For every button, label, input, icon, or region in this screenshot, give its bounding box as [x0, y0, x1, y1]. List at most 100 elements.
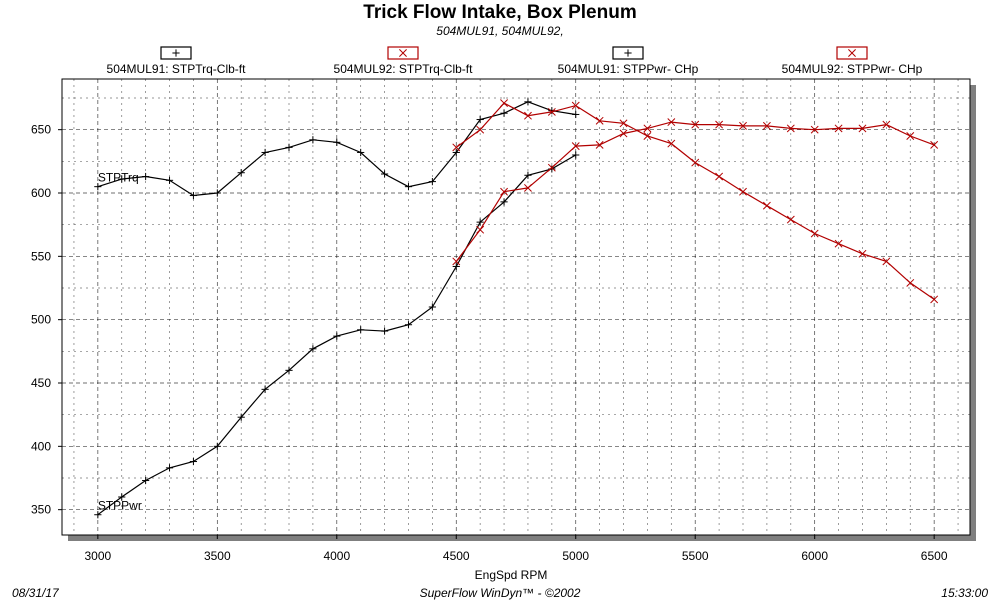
data-point: [906, 132, 915, 140]
footer-software: SuperFlow WinDyn™ - ©2002: [420, 586, 581, 600]
marker-b: [643, 132, 652, 140]
annotations: STPTrq STPPwr: [98, 171, 142, 513]
marker-b: [500, 187, 509, 196]
series-3: [452, 118, 939, 266]
legend-marker-b: [399, 49, 407, 57]
marker-b: [595, 116, 604, 125]
x-tick-label: 6500: [921, 549, 948, 563]
data-point: [906, 278, 915, 287]
marker-b: [523, 111, 532, 120]
data-point: [261, 385, 269, 393]
marker-b: [906, 132, 915, 140]
series-1: [452, 99, 939, 304]
data-point: [524, 171, 532, 179]
marker-b: [834, 239, 843, 248]
data-point: [213, 442, 221, 450]
marker-b: [762, 121, 771, 130]
y-tick-label: 500: [31, 313, 51, 327]
data-point: [309, 345, 317, 353]
marker-b: [691, 158, 700, 167]
data-point: [882, 257, 891, 266]
y-tick-label: 350: [31, 503, 51, 517]
series-0: [94, 98, 580, 200]
marker-b: [858, 124, 867, 133]
data-point: [452, 257, 461, 266]
data-point: [571, 101, 580, 110]
x-axis-label: EngSpd RPM: [475, 568, 548, 582]
series-layer: [94, 98, 939, 519]
footer-time: 15:33:00: [941, 586, 988, 600]
marker-b: [762, 201, 771, 210]
data-point: [189, 457, 198, 466]
data-point: [739, 121, 747, 130]
data-point: [858, 249, 867, 258]
data-point: [762, 121, 771, 130]
data-point: [667, 118, 676, 127]
marker-b: [476, 125, 485, 134]
x-tick-label: 4000: [323, 549, 350, 563]
marker-b: [619, 119, 628, 128]
x-tick-label: 5000: [562, 549, 589, 563]
data-point: [786, 124, 795, 133]
marker-b: [547, 107, 556, 116]
marker-b: [715, 172, 724, 181]
series-annotation: STPTrq: [98, 171, 139, 185]
data-point: [571, 142, 580, 151]
data-point: [452, 262, 460, 271]
y-tick-label: 400: [31, 439, 51, 453]
marker-b: [619, 129, 628, 138]
marker-b: [739, 121, 747, 130]
marker-b: [523, 183, 532, 192]
y-tick-label: 550: [31, 249, 51, 263]
marker-b: [691, 120, 700, 129]
data-point: [810, 229, 819, 238]
legend-item: 504MUL91: STPTrq-Clb-ft: [107, 46, 247, 76]
data-point: [595, 116, 604, 125]
data-point: [524, 98, 532, 106]
data-point: [428, 303, 436, 311]
legend-item: 504MUL92: STPTrq-Clb-ft: [334, 46, 473, 76]
marker-b: [667, 118, 676, 127]
data-point: [285, 143, 293, 151]
data-point: [213, 189, 221, 197]
data-point: [619, 129, 628, 138]
grid: [62, 79, 970, 535]
data-point: [858, 124, 867, 133]
data-point: [715, 120, 724, 129]
data-point: [619, 119, 628, 128]
marker-b: [739, 187, 747, 196]
data-point: [500, 187, 509, 196]
data-point: [476, 125, 485, 134]
data-point: [333, 138, 341, 146]
data-point: [333, 332, 341, 340]
chart-title: Trick Flow Intake, Box Plenum: [363, 2, 636, 23]
data-point: [786, 215, 795, 224]
data-point: [189, 191, 198, 200]
data-point: [285, 366, 293, 374]
marker-b: [834, 124, 843, 133]
data-point: [380, 327, 389, 335]
data-point: [500, 99, 509, 108]
data-point: [357, 148, 365, 157]
data-point: [547, 163, 556, 172]
data-point: [452, 148, 460, 157]
data-point: [834, 239, 843, 248]
data-point: [237, 169, 245, 177]
plot-frame: [61, 78, 971, 536]
x-tick-label: 4500: [443, 549, 470, 563]
legend-label: 504MUL91: STPTrq-Clb-ft: [107, 62, 247, 76]
marker-b: [595, 140, 604, 149]
data-point: [500, 109, 508, 117]
marker-b: [476, 225, 485, 234]
data-point: [165, 176, 174, 184]
y-tick-label: 450: [31, 376, 51, 390]
data-point: [643, 132, 652, 140]
data-point: [572, 151, 580, 159]
data-point: [739, 187, 747, 196]
marker-b: [786, 215, 795, 224]
data-point: [94, 183, 102, 191]
data-point: [572, 110, 580, 119]
marker-b: [571, 101, 580, 110]
data-point: [476, 225, 485, 234]
